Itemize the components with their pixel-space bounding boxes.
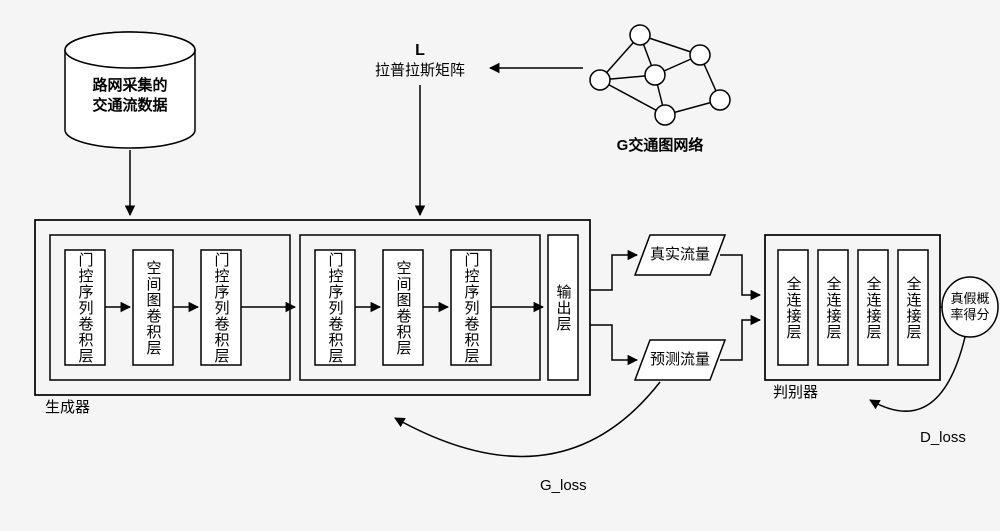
- laplacian-label: L 拉普拉斯矩阵: [375, 42, 465, 79]
- data-cylinder: 路网采集的 交通流数据: [65, 32, 195, 148]
- discriminator-label: 判别器: [773, 384, 818, 401]
- pred-flow: 预测流量: [635, 340, 725, 380]
- arrow-real-to-disc: [720, 255, 760, 295]
- disc-layer-1: 全连接层: [818, 250, 848, 365]
- score-ellipse: 真假概 率得分: [942, 277, 998, 337]
- svg-text:真假概: 真假概: [950, 291, 989, 306]
- generator-label: 生成器: [45, 399, 90, 416]
- svg-text:率得分: 率得分: [950, 307, 989, 322]
- arrow-to-pred: [590, 325, 637, 360]
- g-loss-label: G_loss: [540, 477, 587, 494]
- cylinder-text-2: 交通流数据: [92, 96, 167, 114]
- disc-layer-2: 全连接层: [858, 250, 888, 365]
- disc-layer-0: 全连接层: [778, 250, 808, 365]
- real-flow: 真实流量: [635, 235, 725, 275]
- cylinder-text-1: 路网采集的: [92, 76, 167, 94]
- g-loss-arrow: [395, 382, 660, 456]
- b2-layer-1: 空间图卷积层: [383, 250, 423, 365]
- b1-layer-2: 门控序列卷积层: [201, 250, 241, 365]
- output-layer: 输出层: [548, 235, 578, 380]
- arrow-pred-to-disc: [720, 320, 760, 360]
- arrow-to-real: [590, 255, 637, 290]
- b1-layer-0: 门控序列卷积层: [65, 250, 105, 365]
- b1-layer-1: 空间图卷积层: [133, 250, 173, 365]
- disc-layer-3: 全连接层: [898, 250, 928, 365]
- graph-label: G交通图网络: [617, 136, 704, 154]
- svg-text:拉普拉斯矩阵: 拉普拉斯矩阵: [375, 62, 465, 79]
- b2-layer-2: 门控序列卷积层: [451, 250, 491, 365]
- traffic-graph-icon: [590, 25, 730, 125]
- b2-layer-0: 门控序列卷积层: [315, 250, 355, 365]
- svg-text:L: L: [415, 42, 425, 59]
- d-loss-label: D_loss: [920, 429, 966, 446]
